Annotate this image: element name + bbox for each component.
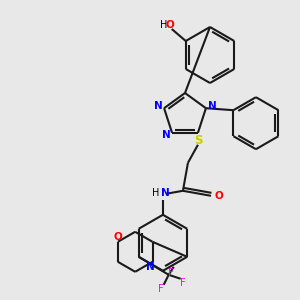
Text: F: F	[158, 284, 164, 294]
Text: O: O	[214, 191, 223, 201]
Text: N: N	[146, 262, 155, 272]
Text: O: O	[113, 232, 122, 242]
Text: O: O	[165, 20, 174, 30]
Text: N: N	[154, 101, 163, 111]
Text: H: H	[160, 20, 167, 30]
Text: S: S	[194, 134, 202, 147]
Text: N: N	[160, 188, 169, 198]
Text: H: H	[152, 188, 160, 198]
Text: N: N	[208, 101, 216, 111]
Text: F: F	[180, 278, 185, 288]
Text: N: N	[162, 130, 170, 140]
Text: F: F	[168, 268, 173, 278]
